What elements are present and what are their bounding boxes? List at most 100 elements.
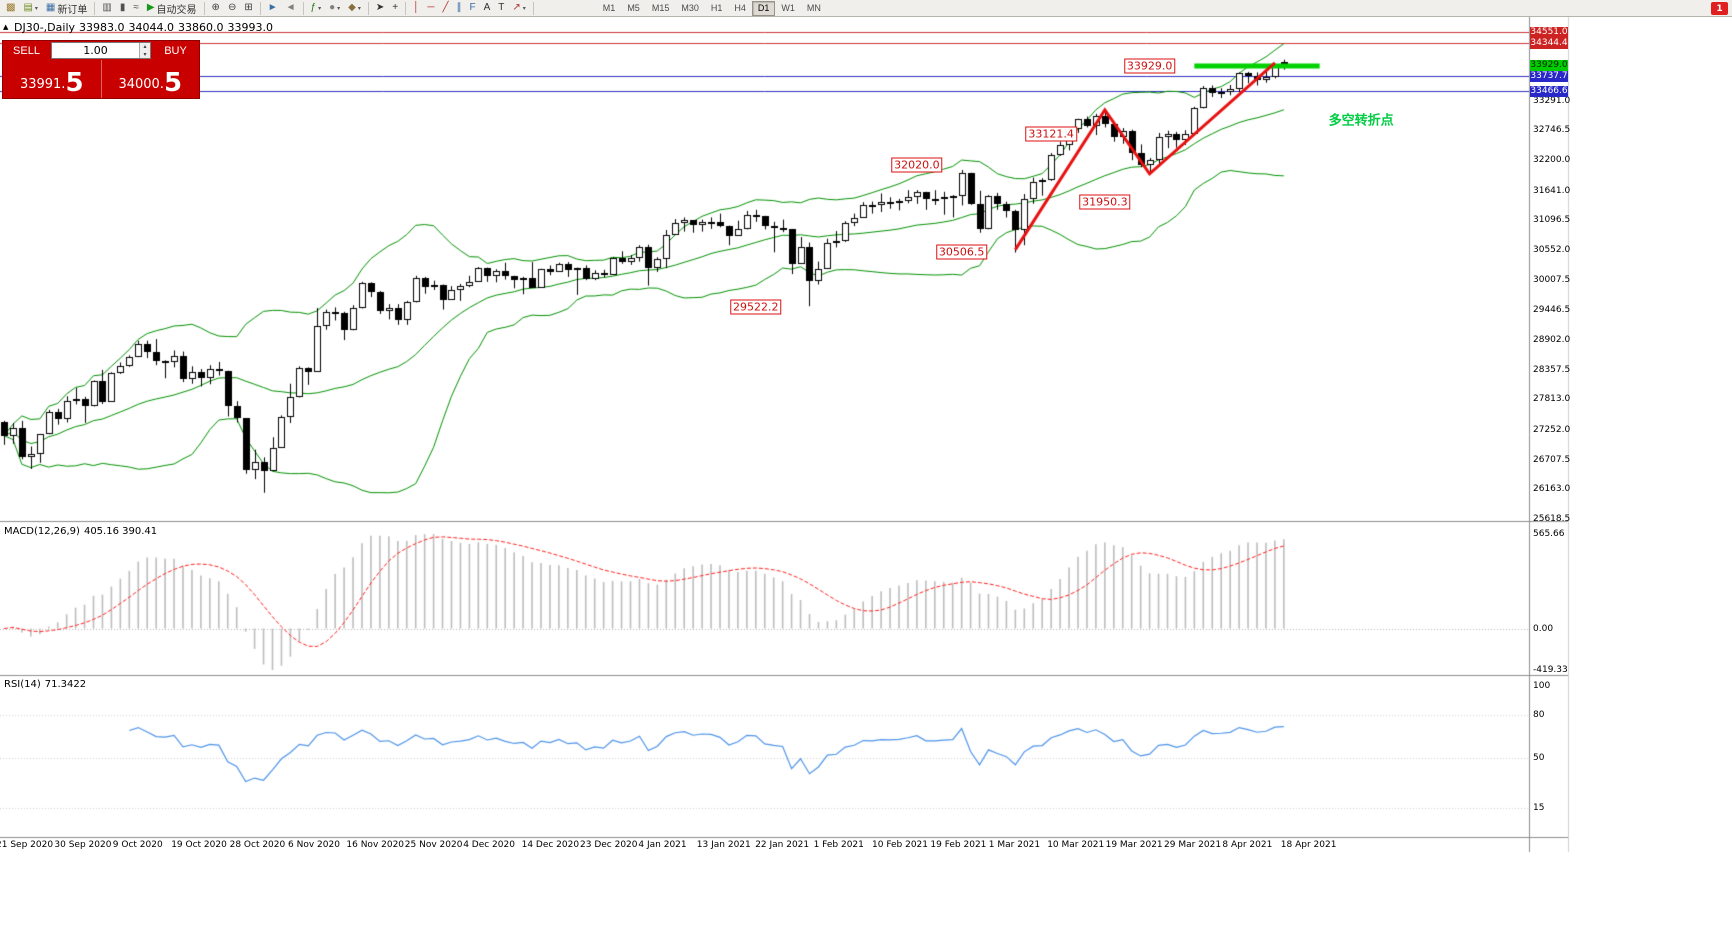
timeframe-m30-button[interactable]: M30 bbox=[675, 1, 705, 16]
templates-button[interactable]: ◆ ▾ bbox=[344, 1, 365, 16]
date-axis-label: 18 Apr 2021 bbox=[1280, 840, 1337, 850]
text-label-button[interactable]: T bbox=[494, 1, 508, 16]
new-order-button[interactable]: ▦ 新订单 bbox=[42, 1, 91, 16]
main-toolbar: ▩ ▤ ▾ ▦ 新订单 ▥ ▮ ≈ ▶ 自动交易 ⊕ ⊖ ⊞ ► ◄ ƒ ▾ ● ▾ ◆ ▾ ➤ + │ ─ ╱ ∥ F A T ↗ ▾ M1… bbox=[0, 0, 1732, 17]
chart-plot-area[interactable] bbox=[0, 17, 1732, 946]
equidistant-channel-button[interactable]: ∥ bbox=[453, 1, 466, 16]
arrows-button[interactable]: ↗ ▾ bbox=[508, 1, 529, 16]
open-value: 33983.0 bbox=[79, 21, 125, 34]
close-value: 33993.0 bbox=[227, 21, 274, 34]
volume-down-button[interactable]: ▾ bbox=[140, 50, 150, 58]
oneclick-collapse-arrow-icon[interactable]: ▲ bbox=[3, 23, 9, 31]
buy-price-main: 34000. bbox=[118, 77, 164, 92]
zoom-out-icon: ⊖ bbox=[227, 2, 237, 13]
date-axis-label: 4 Dec 2020 bbox=[463, 840, 515, 850]
price-callout-label[interactable]: 30506.5 bbox=[935, 244, 988, 260]
chart-ohlc-header: DJ30-,Daily 33983.0 34044.0 33860.0 33993.0 bbox=[14, 21, 277, 34]
timeframe-m15-button[interactable]: M15 bbox=[646, 1, 676, 16]
timeframe-w1-button[interactable]: W1 bbox=[775, 1, 801, 16]
chart-bars-button[interactable]: ▥ bbox=[98, 1, 115, 16]
horizontal-line-button[interactable]: ─ bbox=[423, 1, 438, 16]
horizontal-line-icon: ─ bbox=[427, 2, 435, 13]
auto-scroll-icon: ► bbox=[267, 2, 278, 13]
macd-values: 405.16 390.41 bbox=[83, 526, 158, 537]
date-axis-label: 30 Sep 2020 bbox=[54, 840, 112, 850]
date-axis-label: 28 Oct 2020 bbox=[229, 840, 286, 850]
crosshair-button[interactable]: + bbox=[388, 1, 402, 16]
chart-candlesticks-button[interactable]: ▮ bbox=[116, 1, 130, 16]
templates-icon: ◆ bbox=[348, 2, 356, 13]
timeframe-h1-button[interactable]: H1 bbox=[705, 1, 729, 16]
tile-windows-button[interactable]: ⊞ bbox=[240, 1, 256, 16]
buy-price-button[interactable]: 34000. 5 bbox=[102, 60, 200, 98]
zoom-out-button[interactable]: ⊖ bbox=[224, 1, 240, 16]
text-button[interactable]: A bbox=[480, 1, 495, 16]
new-chart-button[interactable]: ▩ bbox=[2, 1, 19, 16]
arrows-icon: ↗ bbox=[512, 2, 521, 13]
price-axis-label: 28902.0 bbox=[1533, 335, 1571, 345]
fibonacci-button[interactable]: F bbox=[466, 1, 480, 16]
chart-profiles-caret-icon: ▾ bbox=[34, 5, 38, 12]
chart-candlesticks-icon: ▮ bbox=[119, 2, 126, 13]
new-order-label: 新订单 bbox=[57, 4, 88, 16]
date-axis-label: 9 Oct 2020 bbox=[112, 840, 163, 850]
chart-line-icon: ≈ bbox=[133, 2, 139, 13]
vertical-line-button[interactable]: │ bbox=[409, 1, 423, 16]
templates-caret-icon: ▾ bbox=[357, 5, 361, 12]
price-axis-label: 27813.0 bbox=[1533, 394, 1571, 405]
symbol-timeframe-label: DJ30-,Daily bbox=[14, 21, 76, 34]
volume-input[interactable]: 1.00 ▴ ▾ bbox=[51, 42, 151, 59]
one-click-trading-panel: SELL 1.00 ▴ ▾ BUY 33991. 5 34000. 5 bbox=[2, 40, 200, 99]
price-callout-label[interactable]: 33929.0 bbox=[1123, 58, 1176, 74]
timeframe-m5-button[interactable]: M5 bbox=[621, 1, 646, 16]
buy-button[interactable]: BUY bbox=[152, 41, 199, 60]
sell-button[interactable]: SELL bbox=[3, 41, 50, 60]
date-axis-label: 6 Nov 2020 bbox=[288, 840, 340, 850]
chart-profiles-button[interactable]: ▤ ▾ bbox=[19, 1, 41, 16]
price-axis-badge: 34344.4 bbox=[1530, 37, 1568, 49]
timeframes-menu-icon: ● bbox=[329, 2, 336, 13]
rsi-axis-label: 15 bbox=[1533, 803, 1545, 814]
price-axis-label: 26707.5 bbox=[1533, 454, 1571, 465]
indicators-caret-icon: ▾ bbox=[318, 5, 322, 12]
price-axis-label: 32200.0 bbox=[1533, 155, 1571, 166]
toolbar-separator bbox=[203, 1, 205, 15]
macd-axis-label: 0.00 bbox=[1533, 623, 1554, 634]
timeframe-m1-button[interactable]: M1 bbox=[597, 1, 622, 16]
chart-shift-button[interactable]: ◄ bbox=[282, 1, 300, 16]
notifications-badge[interactable]: 1 bbox=[1711, 2, 1728, 15]
volume-up-button[interactable]: ▴ bbox=[140, 43, 150, 51]
autotrading-button[interactable]: ▶ 自动交易 bbox=[143, 1, 201, 16]
tile-windows-icon: ⊞ bbox=[244, 2, 253, 13]
text-icon: A bbox=[483, 2, 491, 13]
price-callout-label[interactable]: 33121.4 bbox=[1025, 126, 1077, 142]
vertical-line-icon: │ bbox=[413, 2, 420, 13]
buy-price-big-digit: 5 bbox=[163, 68, 183, 98]
chart-line-button[interactable]: ≈ bbox=[129, 1, 143, 16]
timeframe-mn-button[interactable]: MN bbox=[801, 1, 827, 16]
volume-value[interactable]: 1.00 bbox=[83, 44, 108, 57]
trendline-button[interactable]: ╱ bbox=[438, 1, 452, 16]
price-axis-label: 26163.0 bbox=[1533, 484, 1571, 495]
indicators-button[interactable]: ƒ ▾ bbox=[307, 1, 326, 16]
price-callout-label[interactable]: 31950.3 bbox=[1079, 194, 1131, 210]
timeframe-h4-button[interactable]: H4 bbox=[728, 1, 752, 16]
cursor-button[interactable]: ➤ bbox=[372, 1, 388, 16]
sell-price-main: 33991. bbox=[19, 77, 66, 92]
price-callout-label[interactable]: 29522.2 bbox=[730, 299, 782, 315]
macd-axis-label: 565.66 bbox=[1533, 529, 1565, 539]
date-axis-label: 1 Feb 2021 bbox=[813, 840, 864, 850]
timeframes-menu-button[interactable]: ● ▾ bbox=[325, 1, 344, 16]
timeframe-d1-button[interactable]: D1 bbox=[751, 0, 776, 16]
auto-scroll-button[interactable]: ► bbox=[264, 1, 282, 16]
chart-note-text[interactable]: 多空转折点 bbox=[1328, 113, 1394, 129]
sell-price-button[interactable]: 33991. 5 bbox=[3, 60, 102, 98]
zoom-in-button[interactable]: ⊕ bbox=[208, 1, 224, 16]
crosshair-icon: + bbox=[392, 2, 399, 13]
date-axis-label: 14 Dec 2020 bbox=[521, 840, 580, 850]
price-callout-label[interactable]: 32020.0 bbox=[891, 157, 943, 173]
date-axis-label: 29 Mar 2021 bbox=[1164, 840, 1222, 850]
macd-indicator-label: MACD(12,26,9) 405.16 390.41 bbox=[4, 526, 161, 537]
